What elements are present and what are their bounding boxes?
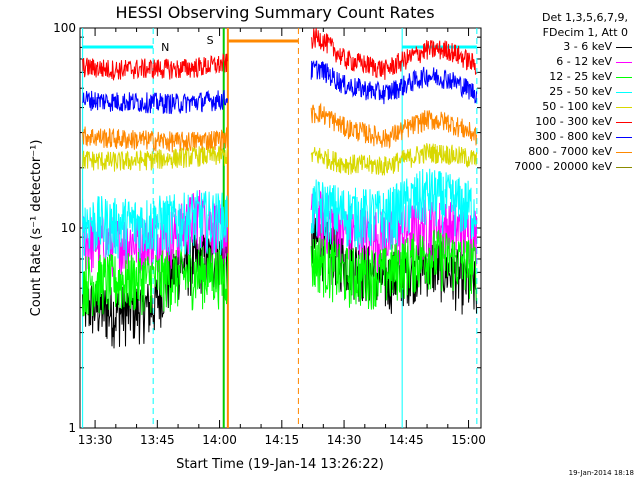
legend-swatch	[616, 107, 632, 108]
series-line	[310, 143, 477, 176]
legend: Det 1,3,5,6,7,9, FDecim 1, Att 0 3 - 6 k…	[484, 10, 634, 175]
legend-item-label: 25 - 50 keV	[549, 85, 612, 98]
chart-title: HESSI Observing Summary Count Rates	[115, 3, 434, 22]
saa-label: S	[207, 34, 214, 47]
legend-item-label: 7000 - 20000 keV	[514, 160, 612, 173]
series-line	[310, 59, 477, 105]
legend-header-1: Det 1,3,5,6,7,9,	[541, 11, 628, 24]
legend-header-2: FDecim 1, Att 0	[542, 26, 628, 39]
x-tick-label: 14:15	[265, 433, 300, 447]
y-axis-label: Count Rate (s⁻¹ detector⁻¹)	[29, 140, 44, 317]
footer-date: 19-Jan-2014 18:18	[568, 469, 634, 477]
series-line	[310, 102, 477, 150]
series-line	[82, 53, 228, 81]
series-line	[82, 246, 228, 317]
legend-swatch	[616, 152, 632, 153]
series-line	[82, 90, 228, 115]
legend-swatch	[616, 167, 632, 168]
legend-item: 6 - 12 keV	[484, 55, 634, 70]
x-tick-label: 13:30	[78, 433, 113, 447]
series-line	[82, 230, 228, 349]
legend-item: 300 - 800 keV	[484, 130, 634, 145]
series-line	[82, 126, 228, 153]
series-line	[310, 168, 477, 250]
axis-ticks: 13:30 13:45 14:00 14:15 14:30 14:45 15:00 1 10 10…	[53, 21, 486, 447]
x-tick-label: 13:45	[140, 433, 175, 447]
legend-swatch	[616, 122, 632, 123]
legend-item: 50 - 100 keV	[484, 100, 634, 115]
series-lines	[82, 28, 477, 349]
x-axis-label: Start Time (19-Jan-14 13:26:22)	[176, 457, 384, 472]
series-line	[310, 28, 477, 80]
series-line	[310, 217, 477, 315]
legend-swatch	[616, 47, 632, 48]
x-tick-label: 14:30	[327, 433, 362, 447]
legend-item: 25 - 50 keV	[484, 85, 634, 100]
series-line	[82, 145, 228, 172]
y-tick-label: 1	[68, 421, 76, 435]
legend-item-label: 100 - 300 keV	[535, 115, 612, 128]
legend-swatch	[616, 92, 632, 93]
night-label: N	[161, 41, 169, 54]
legend-item: 800 - 7000 keV	[484, 145, 634, 160]
legend-item: 3 - 6 keV	[484, 40, 634, 55]
y-tick-label: 100	[53, 21, 76, 35]
legend-item: 100 - 300 keV	[484, 115, 634, 130]
legend-item-label: 6 - 12 keV	[556, 55, 612, 68]
legend-swatch	[616, 137, 632, 138]
x-tick-label: 14:45	[389, 433, 424, 447]
legend-item: 12 - 25 keV	[484, 70, 634, 85]
legend-item-label: 800 - 7000 keV	[528, 145, 612, 158]
series-line	[82, 190, 228, 261]
x-tick-label: 15:00	[451, 433, 486, 447]
series-line	[310, 229, 477, 310]
x-tick-label: 14:00	[202, 433, 237, 447]
legend-rows: 3 - 6 keV 6 - 12 keV 12 - 25 keV 25 - 50 ke…	[484, 40, 634, 175]
legend-item: 7000 - 20000 keV	[484, 160, 634, 175]
legend-swatch	[616, 77, 632, 78]
legend-item-label: 50 - 100 keV	[542, 100, 612, 113]
legend-item-label: 300 - 800 keV	[535, 130, 612, 143]
y-tick-label: 10	[61, 221, 76, 235]
legend-swatch	[616, 62, 632, 63]
legend-item-label: 12 - 25 keV	[549, 70, 612, 83]
legend-item-label: 3 - 6 keV	[563, 40, 612, 53]
